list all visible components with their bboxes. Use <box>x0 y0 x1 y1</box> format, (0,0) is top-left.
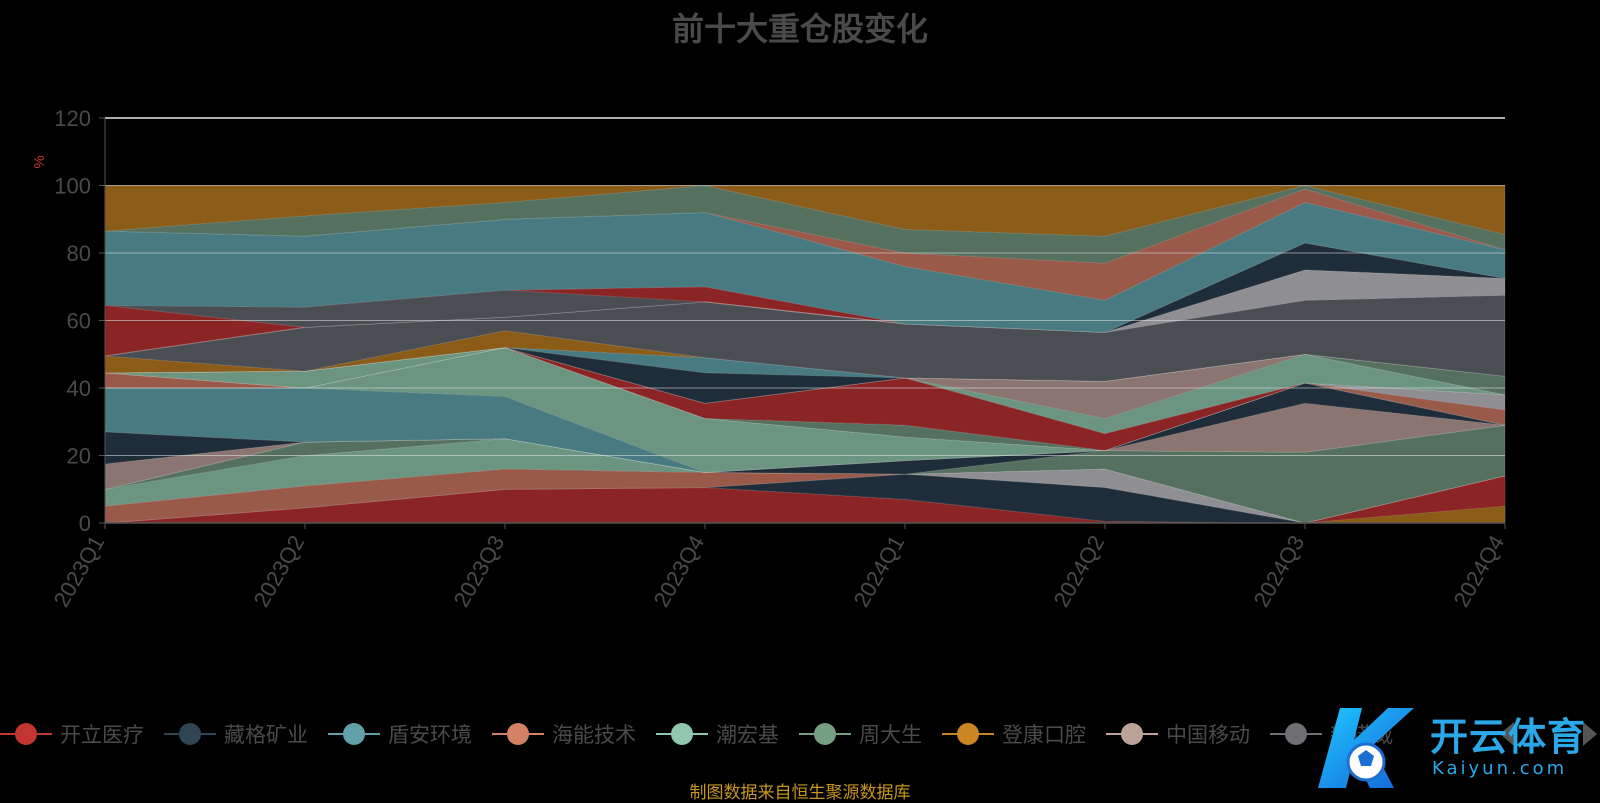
watermark-brand: 开云体育 <box>1430 715 1587 759</box>
area-band-25 <box>104 269 1506 357</box>
legend-label: 潮宏基 <box>716 723 779 747</box>
area-band-23 <box>104 294 1506 382</box>
legend-item[interactable]: 盾安环境 <box>328 719 472 749</box>
legend-label: 登康口腔 <box>1002 723 1086 747</box>
x-tick-label: 2023Q4 <box>649 531 710 611</box>
y-tick-label: 20 <box>67 444 91 469</box>
y-tick-label: 120 <box>54 106 91 131</box>
legend-label: 开立医疗 <box>60 723 144 747</box>
legend-item[interactable]: 周大生 <box>799 719 922 749</box>
area-band-26 <box>104 242 1506 357</box>
legend-item[interactable]: 中国移动 <box>1106 719 1250 749</box>
area-bands <box>104 184 1506 524</box>
x-tick-label: 2024Q4 <box>1449 531 1510 611</box>
legend-item[interactable]: 开立医疗 <box>0 719 144 749</box>
source-note: 制图数据来自恒生聚源数据库 <box>689 783 911 803</box>
y-tick-label: 80 <box>67 241 91 266</box>
legend-prev-button[interactable] <box>1500 722 1514 746</box>
legend-next-button[interactable] <box>1583 722 1597 746</box>
watermark-logo-icon <box>1318 708 1414 788</box>
legend-swatch-icon <box>328 722 380 746</box>
x-tick-label: 2023Q2 <box>249 531 310 611</box>
legend-label: 藏格矿业 <box>224 723 308 747</box>
legend-item[interactable]: 藏格矿业 <box>164 719 308 749</box>
legend-label: 盾安环境 <box>388 723 472 747</box>
legend-swatch-icon <box>799 722 851 746</box>
x-tick-label: 2024Q3 <box>1249 531 1310 611</box>
legend-label: 海能技术 <box>552 723 636 747</box>
legend-swatch-icon <box>942 722 994 746</box>
grid-lines <box>105 117 1505 456</box>
y-tick-label: 60 <box>67 309 91 334</box>
legend-swatch-icon <box>492 722 544 746</box>
legend-swatch-icon <box>1106 722 1158 746</box>
legend-item[interactable]: 潮宏基 <box>656 719 779 749</box>
legend-item[interactable]: 登康口腔 <box>942 719 1086 749</box>
y-tick-label: 40 <box>67 376 91 401</box>
legend-label: 周大生 <box>859 723 922 747</box>
area-band-19 <box>104 346 1506 404</box>
chart-title: 前十大重仓股变化 <box>671 10 928 48</box>
y-tick-label: 0 <box>79 511 91 536</box>
area-band-11 <box>104 382 1506 473</box>
x-tick-label: 2024Q2 <box>1049 531 1110 611</box>
area-band-13 <box>104 346 1506 451</box>
legend-label: 中国移动 <box>1166 723 1250 747</box>
legend-swatch-icon <box>1270 722 1322 746</box>
y-tick-label: 100 <box>54 174 91 199</box>
legend-swatch-icon <box>0 722 52 746</box>
legend-item[interactable]: 海能技术 <box>492 719 636 749</box>
x-tick-label: 2024Q1 <box>849 531 910 611</box>
x-tick-label: 2023Q3 <box>449 531 510 611</box>
watermark-sub: Kaiyun.com <box>1432 758 1568 779</box>
legend: 开立医疗藏格矿业盾安环境海能技术潮宏基周大生登康口腔中国移动新诺威 <box>0 716 1600 752</box>
legend-swatch-icon <box>656 722 708 746</box>
legend-swatch-icon <box>164 722 216 746</box>
y-axis-label: % <box>31 155 48 168</box>
x-tick-label: 2023Q1 <box>49 531 110 611</box>
